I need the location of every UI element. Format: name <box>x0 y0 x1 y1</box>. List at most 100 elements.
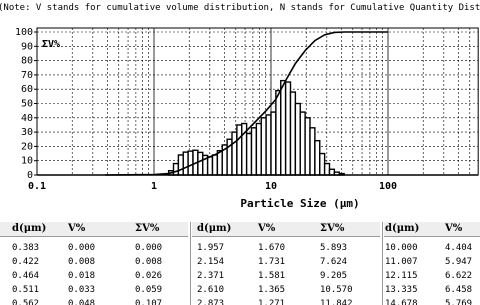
table-cell: 11.842 <box>320 299 353 305</box>
table-cell: 2.154 <box>197 257 225 267</box>
histogram-bar <box>250 127 258 176</box>
table-cell: 0.000 <box>135 243 163 253</box>
y-tick-label: 90 <box>21 41 33 52</box>
table-cell: 0.107 <box>135 299 163 305</box>
chart: ΣV% Particle Size (μm) 0 10 20 30 40 50 60 70 80… <box>15 27 479 210</box>
table-cell: 12.115 <box>385 271 418 281</box>
histogram-bar <box>236 124 243 176</box>
table-cell: 0.511 <box>12 285 40 295</box>
histogram-bar <box>270 111 277 176</box>
histogram-bar <box>309 127 316 176</box>
table-cell: 1.365 <box>258 285 286 295</box>
table-cell: 2.371 <box>197 271 225 281</box>
histogram-bar <box>328 168 336 176</box>
x-tick-label: 10 <box>265 181 277 192</box>
histogram-bar <box>231 131 238 176</box>
table-cell: 0.422 <box>12 257 40 267</box>
histogram-bar <box>177 154 184 176</box>
x-tick-label: 0.1 <box>28 181 46 192</box>
table-cell: 0.033 <box>68 285 96 295</box>
table-cell: 0.464 <box>12 271 40 281</box>
y-tick-label: 50 <box>21 99 33 110</box>
table-cell: 0.018 <box>68 271 96 281</box>
histogram-bar <box>172 162 180 176</box>
table-cell: 0.000 <box>68 243 96 253</box>
table-cell: 0.008 <box>135 257 163 267</box>
histogram-bar <box>245 132 253 176</box>
histogram-bar <box>319 152 326 176</box>
histogram-bar <box>216 149 223 176</box>
header-cell: d(μm) <box>197 223 232 234</box>
table-cell: 2.610 <box>197 285 225 295</box>
cumulative-curve <box>105 31 388 176</box>
x-axis-label: Particle Size (μm) <box>240 197 359 210</box>
table-cell: 9.205 <box>320 271 348 281</box>
histogram-bar <box>255 122 262 176</box>
table-cell: 0.562 <box>12 299 40 305</box>
histogram-bar <box>275 89 282 176</box>
y-tick-label: 20 <box>21 141 33 152</box>
note: (Note: V stands for cumulative volume di… <box>0 3 480 13</box>
table-cell: 1.957 <box>197 243 225 253</box>
table-cell: 0.383 <box>12 243 40 253</box>
header-box <box>384 222 480 237</box>
y-tick-label: 10 <box>21 156 33 167</box>
header-cell: ΣV% <box>135 223 160 234</box>
histogram-bar <box>304 117 311 176</box>
histogram-bar <box>284 81 292 176</box>
column-separator <box>190 222 191 305</box>
header-cell: d(μm) <box>385 223 420 234</box>
header-cell: d(μm) <box>12 223 47 234</box>
histogram-bar <box>211 154 219 176</box>
histogram-bar <box>323 162 331 176</box>
table-cell: 1.581 <box>258 271 286 281</box>
chart-title: ΣV% <box>42 39 60 50</box>
y-tick-label: 0 <box>27 170 33 181</box>
table-cell: 0.026 <box>135 271 163 281</box>
table-cell: 1.670 <box>258 243 286 253</box>
histogram-bar <box>314 139 321 176</box>
table-cell: 5.947 <box>445 257 473 267</box>
histogram-bar <box>187 150 194 176</box>
histogram-bar <box>206 156 214 176</box>
histogram-bar <box>265 114 272 176</box>
histogram-bar <box>294 102 301 176</box>
y-tick-label: 60 <box>21 84 33 95</box>
header-box <box>0 222 188 237</box>
column-separator <box>382 222 383 305</box>
y-tick-label: 30 <box>21 127 33 138</box>
header-box <box>192 222 380 237</box>
histogram-bar <box>289 91 297 176</box>
table-cell: 0.059 <box>135 285 163 295</box>
y-tick-label: 100 <box>15 27 33 38</box>
y-tick-label: 70 <box>21 70 33 81</box>
header-cell: V% <box>258 223 276 234</box>
table-cell: 14.678 <box>385 299 418 305</box>
table-cell: 5.893 <box>320 243 348 253</box>
histogram-bar <box>299 111 306 176</box>
y-tick-label: 40 <box>21 113 33 124</box>
table-cell: 7.624 <box>320 257 348 267</box>
y-tick-label: 80 <box>21 56 33 67</box>
table-cell: 0.048 <box>68 299 96 305</box>
table-cell: 6.622 <box>445 271 473 281</box>
table-cell: 11.007 <box>385 257 418 267</box>
histogram-bar <box>182 151 189 176</box>
table-cell: 10.000 <box>385 243 418 253</box>
x-tick-label: 1 <box>151 181 157 192</box>
header-cell: ΣV% <box>320 223 345 234</box>
histogram-bar <box>197 151 204 176</box>
table-cell: 1.731 <box>258 257 286 267</box>
table-cell: 0.008 <box>68 257 96 267</box>
table-cell: 10.570 <box>320 285 353 295</box>
table-cell: 4.404 <box>445 243 473 253</box>
table-cell: 5.769 <box>445 299 473 305</box>
x-tick-label: 100 <box>379 181 397 192</box>
table-cell: 2.873 <box>197 299 225 305</box>
table-cell: 6.458 <box>445 285 473 295</box>
header-cell: V% <box>445 223 463 234</box>
table-cell: 13.335 <box>385 285 418 295</box>
table-cell: 1.271 <box>258 299 286 305</box>
histogram-bar <box>280 79 287 176</box>
